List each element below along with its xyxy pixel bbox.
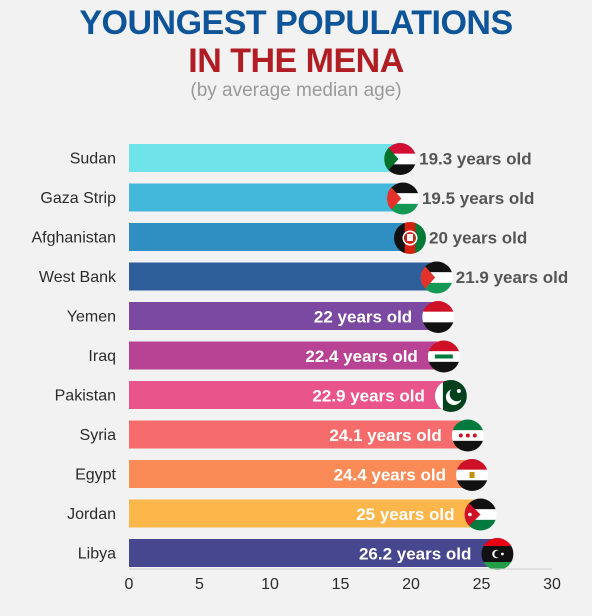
x-tick-label: 20 — [402, 576, 420, 593]
x-tick-label: 5 — [195, 576, 204, 593]
category-label: Syria — [80, 427, 117, 444]
bar — [129, 223, 411, 251]
data-label: 19.3 years old — [419, 150, 531, 169]
data-label: 19.5 years old — [422, 189, 534, 208]
bar — [129, 144, 402, 172]
data-label: 22 years old — [314, 308, 412, 327]
chart-title-line-2: IN THE MENA — [188, 42, 404, 80]
category-label: Pakistan — [55, 388, 116, 405]
bar — [129, 262, 438, 291]
category-label: Gaza Strip — [40, 190, 116, 207]
data-label: 25 years old — [356, 505, 454, 524]
category-label: Jordan — [67, 506, 116, 523]
egypt-flag-icon — [456, 459, 489, 491]
category-label: Sudan — [70, 151, 116, 168]
data-label: 24.1 years old — [329, 426, 441, 445]
bar — [129, 341, 445, 370]
data-label: 24.4 years old — [334, 466, 446, 485]
category-label: Iraq — [88, 348, 116, 365]
data-label: 26.2 years old — [359, 545, 471, 564]
category-label: West Bank — [39, 269, 117, 286]
x-tick-label: 0 — [125, 576, 134, 593]
jordan-flag-icon — [464, 498, 497, 531]
bar — [129, 499, 482, 528]
palestine-flag-icon — [386, 182, 419, 215]
x-tick-label: 15 — [332, 576, 350, 593]
x-tick-label: 25 — [473, 576, 491, 593]
afghanistan-flag-icon — [394, 222, 426, 254]
libya-flag-icon — [481, 538, 514, 570]
category-label: Libya — [78, 546, 116, 563]
data-label: 22.4 years old — [305, 347, 417, 366]
bar — [129, 420, 469, 449]
bar — [129, 460, 474, 488]
bar — [129, 381, 452, 409]
syria-flag-icon — [451, 419, 484, 452]
category-label: Egypt — [75, 467, 116, 484]
yemen-flag-icon — [422, 301, 455, 333]
bar — [129, 539, 499, 567]
category-label: Afghanistan — [31, 230, 116, 247]
chart-title-line-1: YOUNGEST POPULATIONS — [79, 4, 513, 42]
chart-subtitle: (by average median age) — [190, 80, 402, 101]
data-label: 22.9 years old — [312, 387, 424, 406]
x-tick-label: 10 — [261, 576, 279, 593]
x-tick-label: 30 — [543, 576, 561, 593]
pakistan-flag-icon — [434, 380, 467, 412]
data-label: 20 years old — [429, 229, 527, 248]
data-label: 21.9 years old — [456, 268, 568, 287]
bar — [129, 183, 404, 212]
sudan-flag-icon — [384, 143, 417, 175]
category-label: Yemen — [67, 309, 116, 326]
palestine-flag-icon — [420, 261, 453, 294]
bar — [129, 302, 440, 330]
iraq-flag-icon — [427, 340, 460, 373]
